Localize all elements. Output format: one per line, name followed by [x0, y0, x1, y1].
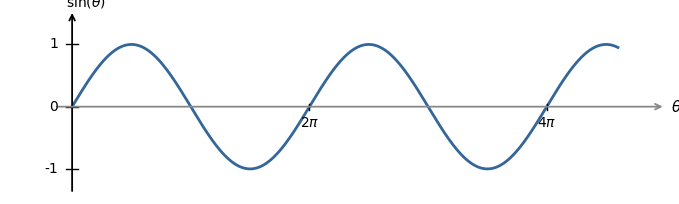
- Text: $\theta$: $\theta$: [672, 99, 679, 115]
- Text: 1: 1: [49, 37, 58, 51]
- Text: -1: -1: [44, 162, 58, 176]
- Text: 0: 0: [49, 100, 58, 114]
- Text: $\sin(\theta)$: $\sin(\theta)$: [66, 0, 106, 10]
- Text: $4\pi$: $4\pi$: [537, 116, 556, 130]
- Text: $2\pi$: $2\pi$: [299, 116, 319, 130]
